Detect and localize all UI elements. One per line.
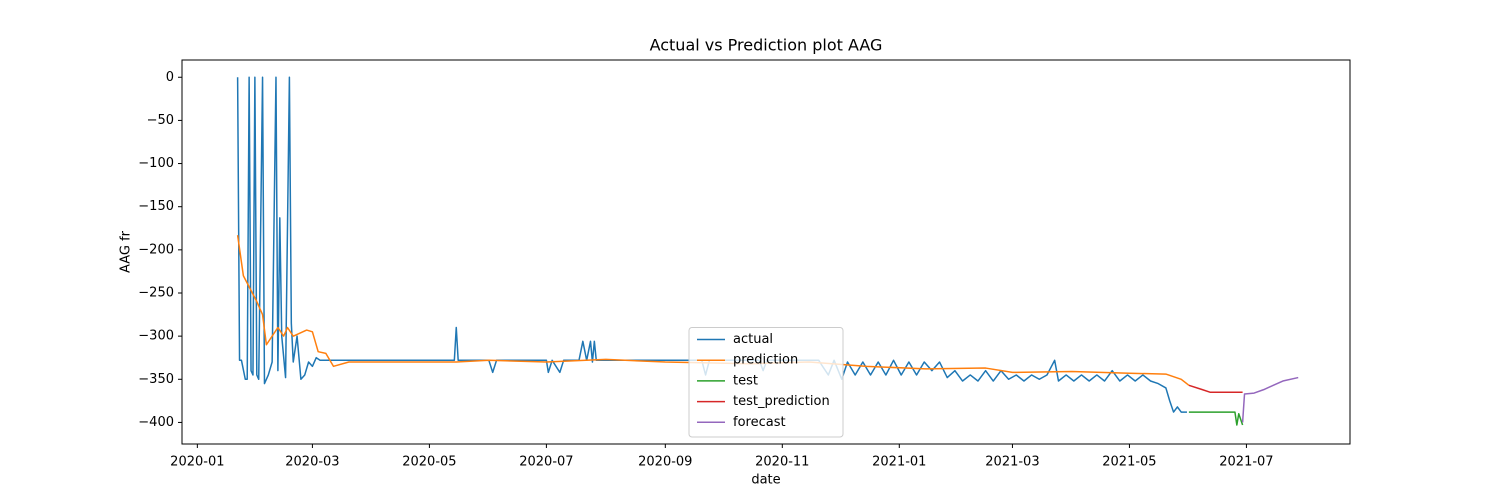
legend-box (688, 327, 844, 438)
chart-title: Actual vs Prediction plot AAG (650, 36, 883, 55)
x-tick-label: 2020-11 (755, 455, 809, 470)
y-tick-label: −50 (147, 113, 174, 128)
series-line (1188, 411, 1244, 426)
y-tick-label: −250 (138, 285, 174, 300)
legend-label: prediction (733, 353, 798, 368)
x-tick-label: 2020-07 (519, 455, 573, 470)
x-tick-label: 2021-03 (985, 455, 1039, 470)
series-line (1241, 376, 1299, 423)
x-tick-label: 2021-07 (1219, 455, 1273, 470)
series-line (236, 235, 1190, 386)
y-tick-label: −150 (138, 199, 174, 214)
y-tick-label: 0 (166, 70, 174, 85)
y-tick-label: −200 (138, 242, 174, 257)
y-tick-label: −300 (138, 329, 174, 344)
y-axis-label: AAG fr (119, 230, 134, 273)
legend-label: test (733, 373, 758, 388)
legend-label: actual (733, 332, 773, 347)
y-tick-label: −400 (138, 415, 174, 430)
x-tick-label: 2020-09 (638, 455, 692, 470)
series-line (1188, 384, 1243, 393)
y-tick-label: −350 (138, 372, 174, 387)
x-tick-label: 2021-05 (1102, 455, 1156, 470)
plot-frame (181, 59, 1351, 445)
legend-label: forecast (733, 415, 786, 430)
x-axis-label: date (751, 473, 780, 488)
x-tick-label: 2020-01 (170, 455, 224, 470)
y-tick-label: −100 (138, 156, 174, 171)
x-tick-label: 2020-05 (402, 455, 456, 470)
legend-label: test_prediction (733, 394, 830, 409)
x-tick-label: 2021-01 (872, 455, 926, 470)
x-tick-label: 2020-03 (285, 455, 339, 470)
